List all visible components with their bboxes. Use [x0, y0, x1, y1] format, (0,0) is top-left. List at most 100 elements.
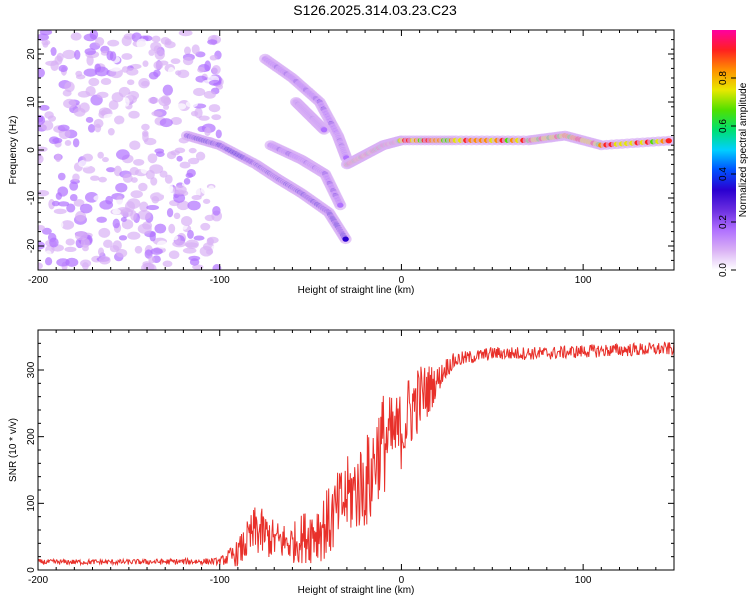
heat-cell	[122, 173, 133, 183]
heat-cell	[40, 138, 47, 145]
heat-cell	[57, 124, 70, 132]
heat-cell	[53, 208, 67, 215]
y-tick-label: 200	[26, 428, 37, 445]
heat-cell	[168, 250, 180, 260]
heat-cell	[185, 239, 199, 250]
heat-cell	[211, 114, 222, 121]
heat-cell	[182, 247, 197, 254]
heat-cell	[90, 175, 100, 181]
heat-cell	[205, 249, 214, 255]
spectrogram-y-ticks: -20 -10 0 10 20	[26, 29, 674, 271]
heat-cell	[162, 84, 174, 96]
heat-cell	[342, 236, 349, 242]
snr-x-label: Height of straight line (km)	[298, 585, 415, 596]
spectrogram-x-ticks: -200 -100 0 100	[28, 30, 675, 286]
heat-cell	[45, 60, 58, 66]
heat-cell	[185, 100, 198, 108]
heat-cell	[82, 153, 94, 162]
colorbar-label: Normalized spectral amplitude	[738, 82, 749, 217]
heat-cell	[202, 198, 211, 204]
heat-cell	[204, 60, 212, 72]
heat-cell	[144, 137, 157, 146]
heat-cell	[150, 41, 162, 52]
heat-cell	[114, 115, 125, 125]
heat-cell	[145, 169, 155, 180]
heat-cell	[173, 212, 181, 220]
heat-cell	[106, 50, 114, 61]
heat-cell	[136, 38, 148, 49]
spectrogram-heatmap	[38, 30, 674, 270]
heat-cell	[197, 66, 205, 73]
heat-cell	[198, 115, 210, 121]
heat-cell	[137, 209, 151, 220]
heat-cell	[58, 64, 68, 73]
heat-cell	[166, 182, 173, 193]
heat-cell	[150, 177, 158, 186]
heat-cell	[64, 139, 72, 146]
heat-cell	[212, 206, 221, 216]
heat-cell	[188, 147, 197, 154]
heat-cell	[79, 102, 90, 113]
heat-cell	[127, 79, 135, 86]
heat-cell	[204, 214, 215, 222]
heat-cell	[66, 203, 76, 213]
heat-cell	[148, 263, 157, 270]
heat-cell	[204, 127, 211, 136]
heat-cell	[107, 127, 115, 136]
heat-cell	[93, 195, 104, 202]
heat-cell	[96, 216, 107, 223]
heat-cell	[57, 201, 70, 207]
heat-cell	[137, 223, 152, 234]
heat-cell	[665, 138, 673, 144]
heat-cell	[38, 262, 43, 270]
heat-cell	[38, 189, 50, 197]
heat-cell	[72, 138, 80, 148]
heat-cell	[112, 218, 120, 229]
heat-cell	[70, 32, 82, 41]
heat-cell	[320, 127, 328, 133]
heat-cell	[151, 35, 161, 43]
heat-cell	[124, 201, 136, 213]
heat-cell	[172, 185, 187, 195]
x-tick-label: 100	[575, 575, 592, 586]
heat-cell	[103, 239, 113, 249]
heat-cell	[86, 54, 94, 66]
heat-cell	[89, 30, 99, 40]
heat-cell	[102, 156, 109, 163]
heat-cell	[164, 41, 176, 49]
heat-cell	[173, 193, 186, 204]
heat-cell	[98, 227, 111, 238]
heat-cell	[193, 87, 206, 97]
heat-cell	[191, 194, 202, 201]
heat-cell	[155, 151, 165, 158]
heat-cell	[40, 47, 49, 53]
x-tick-label: -100	[210, 575, 230, 586]
heat-cell	[194, 107, 203, 119]
heat-cell	[211, 244, 225, 251]
heat-cell	[211, 65, 221, 75]
heat-cell	[160, 95, 170, 104]
heat-cell	[103, 113, 116, 120]
heat-cell	[55, 153, 62, 163]
heat-cell	[116, 248, 128, 258]
colorbar-tick-label: 0.8	[718, 71, 729, 85]
snr-frame	[37, 329, 675, 571]
colorbar-tick-label: 0.6	[718, 119, 729, 133]
heat-cell	[200, 222, 211, 231]
heat-cell	[151, 110, 163, 117]
heat-cell	[96, 91, 109, 99]
heat-cell	[212, 264, 222, 270]
heat-cell	[55, 192, 63, 200]
heat-cell	[98, 176, 107, 183]
heat-cell	[195, 216, 204, 227]
heat-cell	[146, 204, 160, 211]
heat-cell	[38, 146, 48, 152]
heat-cell	[85, 85, 96, 97]
spectrogram-x-label: Height of straight line (km)	[298, 285, 415, 296]
heat-cell	[134, 245, 143, 254]
heat-cell	[168, 223, 176, 234]
heat-cell	[117, 123, 127, 134]
x-tick-label: -200	[28, 275, 48, 286]
heat-cell	[128, 110, 140, 119]
heat-cell	[75, 70, 83, 77]
